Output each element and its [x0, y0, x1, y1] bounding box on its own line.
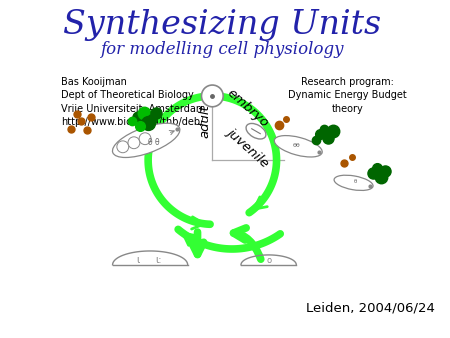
- Text: juvenile: juvenile: [224, 126, 271, 170]
- Circle shape: [117, 141, 129, 153]
- Text: θθ: θθ: [292, 143, 300, 148]
- Ellipse shape: [334, 175, 373, 190]
- Text: Synthesizing Units: Synthesizing Units: [63, 9, 381, 41]
- Text: ι:: ι:: [155, 255, 161, 265]
- Text: adult: adult: [199, 105, 212, 138]
- Circle shape: [202, 85, 223, 107]
- Ellipse shape: [274, 136, 322, 157]
- Text: θ θ: θ θ: [148, 138, 160, 147]
- Text: θ: θ: [354, 179, 357, 184]
- Text: ι: ι: [137, 255, 140, 265]
- Circle shape: [139, 133, 151, 145]
- Text: Research program:
Dynamic Energy Budget
theory: Research program: Dynamic Energy Budget …: [288, 77, 407, 114]
- Text: Leiden, 2004/06/24: Leiden, 2004/06/24: [306, 302, 435, 315]
- Ellipse shape: [246, 123, 266, 139]
- Text: embryo: embryo: [224, 87, 271, 130]
- Circle shape: [128, 137, 140, 149]
- Text: for modelling cell physiology: for modelling cell physiology: [100, 41, 344, 58]
- Ellipse shape: [112, 123, 180, 158]
- Text: ο: ο: [266, 256, 271, 265]
- Text: Bas Kooijman
Dept of Theoretical Biology
Vrije Universiteit, Amsterdam
http://ww: Bas Kooijman Dept of Theoretical Biology…: [61, 77, 206, 127]
